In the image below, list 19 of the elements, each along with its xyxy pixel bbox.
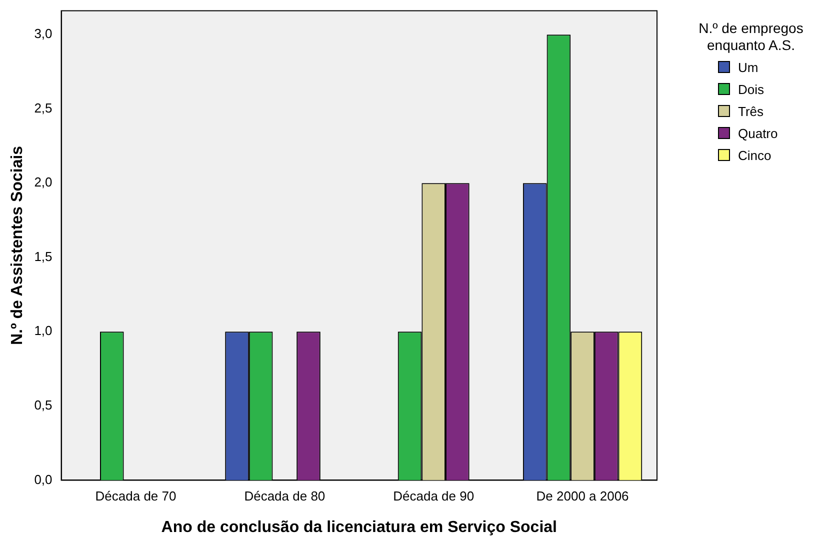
y-tick-label: 0,5 [34,398,52,413]
x-tick-label: Década de 70 [95,488,176,504]
y-tick-label: 1,0 [34,323,52,338]
legend-label: Cinco [738,148,772,162]
x-axis-title: Ano de conclusão da licenciatura em Serviço Social [161,518,557,536]
legend-title: N.º de empregos enquanto A.S. [698,20,804,54]
legend-label: Um [738,60,758,74]
y-tick-label: 1,5 [34,248,52,264]
x-tick-label: De 2000 a 2006 [536,488,629,504]
y-tick-label: 2,5 [34,100,52,116]
x-tick-label: Década de 80 [244,488,326,504]
legend-label: Quatro [738,126,778,140]
y-tick-label: 3,0 [34,26,52,42]
y-axis-title: N.º de Assistentes Sociais [9,146,26,346]
legend-label: Dois [738,82,764,96]
legend-label: Três [738,104,764,118]
y-tick-label: 2,0 [34,174,52,190]
y-tick-label: 0,0 [34,472,52,487]
x-tick-label: Década de 90 [393,488,474,504]
